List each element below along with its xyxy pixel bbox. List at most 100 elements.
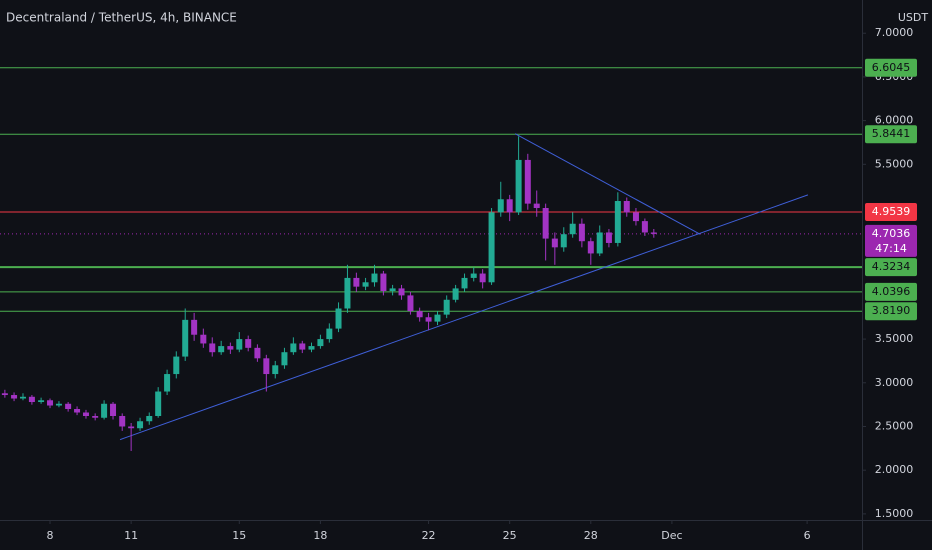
x-tick-label: Dec <box>661 529 682 542</box>
trend-line <box>119 194 809 441</box>
candle-body <box>263 358 270 375</box>
x-tick-label: 8 <box>47 529 54 542</box>
candle-body <box>272 365 279 375</box>
candle-body <box>650 232 657 234</box>
candle-body <box>362 282 369 287</box>
candle-body <box>218 346 225 353</box>
x-tick-label: 15 <box>232 529 246 542</box>
level-label: 4.9539 <box>872 205 911 218</box>
candle-body <box>632 212 639 222</box>
candle-body <box>209 343 216 353</box>
candle-body <box>128 426 135 429</box>
candle-body <box>470 273 477 278</box>
candle-body <box>551 238 558 248</box>
y-tick-label: 1.5000 <box>875 507 914 520</box>
level-label: 3.8190 <box>872 304 911 317</box>
candle-body <box>290 343 297 353</box>
candle-body <box>344 277 351 309</box>
x-tick-label: 6 <box>804 529 811 542</box>
x-tick-label: 22 <box>422 529 436 542</box>
candle-body <box>425 317 432 322</box>
level-label-box <box>865 58 917 77</box>
candle-body <box>236 339 243 350</box>
candle-body <box>560 234 567 248</box>
candle-body <box>488 212 495 283</box>
candle-body <box>74 409 81 413</box>
candle-body <box>605 232 612 243</box>
candle-body <box>461 277 468 289</box>
candle-body <box>524 159 531 204</box>
level-label: 6.6045 <box>872 61 911 74</box>
candle-body <box>569 223 576 235</box>
candle-body <box>200 334 207 344</box>
candle-body <box>119 416 126 427</box>
candle-body <box>479 273 486 283</box>
level-label-box <box>865 302 917 321</box>
candle-body <box>407 295 414 312</box>
candle-body <box>191 319 198 335</box>
last-price-box <box>865 224 917 257</box>
candle-body <box>299 343 306 350</box>
candle-body <box>38 400 45 403</box>
candle-body <box>65 403 72 410</box>
level-label: 4.0396 <box>872 285 911 298</box>
y-tick-label: 6.0000 <box>875 114 914 127</box>
candle-body <box>398 288 405 296</box>
candle-body <box>371 273 378 283</box>
candle-body <box>92 416 99 418</box>
candle-body <box>623 201 630 213</box>
level-label-box <box>865 203 917 222</box>
candle-body <box>533 203 540 208</box>
y-tick-label: 3.0000 <box>875 376 914 389</box>
candle-body <box>542 208 549 239</box>
trend-line <box>514 133 701 235</box>
candle-body <box>1 393 8 396</box>
candle-body <box>452 288 459 300</box>
candle-body <box>137 421 144 429</box>
candle-body <box>19 396 26 399</box>
candle-body <box>164 374 171 392</box>
x-tick-label: 25 <box>503 529 517 542</box>
candle-body <box>227 346 234 350</box>
level-label-box <box>865 125 917 144</box>
candle-body <box>380 273 387 292</box>
x-tick-label: 28 <box>584 529 598 542</box>
candle-body <box>11 395 18 399</box>
y-tick-label: 3.5000 <box>875 332 914 345</box>
y-tick-label: 2.5000 <box>875 419 914 432</box>
candle-body <box>101 403 108 418</box>
level-label: 4.3234 <box>872 260 911 273</box>
candle-body <box>281 352 288 366</box>
y-tick-label: 5.5000 <box>875 157 914 170</box>
y-tick-label: 2.0000 <box>875 463 914 476</box>
last-price-label: 4.7036 <box>872 227 911 240</box>
candle-body <box>326 328 333 340</box>
candle-body <box>443 299 450 315</box>
level-label-box <box>865 282 917 301</box>
candle-body <box>182 319 189 357</box>
candle-body <box>506 199 513 213</box>
y-tick-label: 7.0000 <box>875 26 914 39</box>
candle-body <box>596 232 603 254</box>
x-tick-label: 18 <box>313 529 327 542</box>
candle-body <box>515 159 522 213</box>
candle-body <box>146 416 153 422</box>
candle-body <box>578 223 585 242</box>
candle-body <box>245 339 252 348</box>
candle-body <box>416 311 423 318</box>
candle-body <box>434 314 441 322</box>
level-label: 5.8441 <box>872 127 911 140</box>
candle-body <box>28 396 35 403</box>
candle-body <box>335 308 342 329</box>
candle-body <box>173 356 180 375</box>
candle-body <box>587 241 594 254</box>
axis-unit: USDT <box>898 11 929 24</box>
candle-body <box>317 339 324 347</box>
candle-body <box>254 347 261 359</box>
countdown-label: 47:14 <box>875 242 907 255</box>
candle-body <box>308 346 315 350</box>
candle-body <box>110 403 117 416</box>
candle-body <box>47 400 54 406</box>
